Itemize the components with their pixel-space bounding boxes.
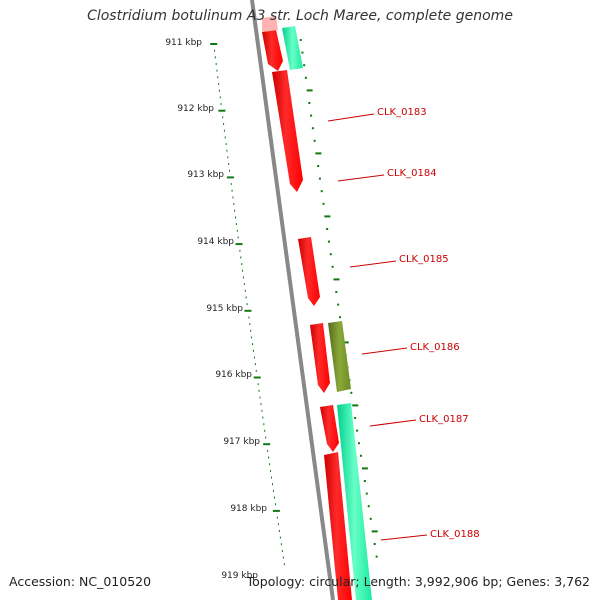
scale-label: 917 kbp <box>223 437 260 447</box>
accession-text: Accession: NC_010520 <box>9 574 152 589</box>
cds-feature[interactable] <box>310 323 330 393</box>
cds-feature[interactable] <box>272 70 303 192</box>
cds-feature[interactable] <box>298 237 320 306</box>
scale-label: 915 kbp <box>206 304 243 314</box>
gene-label-clk-0185[interactable]: CLK_0185 <box>399 254 449 265</box>
gene-feature[interactable] <box>328 321 351 392</box>
scale-ticks <box>210 43 285 566</box>
gene-feature[interactable] <box>337 403 372 600</box>
scale-label: 916 kbp <box>215 370 252 380</box>
cds-feature[interactable] <box>320 405 339 452</box>
gene-label-clk-0186[interactable]: CLK_0186 <box>410 342 460 353</box>
scale-label: 912 kbp <box>177 104 214 114</box>
gene-label-clk-0187[interactable]: CLK_0187 <box>419 414 469 425</box>
cds-feature[interactable] <box>324 452 352 600</box>
cds-feature-faded <box>262 16 278 32</box>
cds-features-reverse <box>262 30 352 600</box>
gene-labels: CLK_0183 CLK_0184 CLK_0185 CLK_0186 CLK_… <box>377 107 480 540</box>
gene-label-clk-0184[interactable]: CLK_0184 <box>387 168 437 179</box>
gene-feature[interactable] <box>282 26 303 70</box>
scale-label: 913 kbp <box>187 170 224 180</box>
gene-label-leaders <box>327 113 428 541</box>
gene-label-clk-0183[interactable]: CLK_0183 <box>377 107 427 118</box>
topology-summary: Topology: circular; Length: 3,992,906 bp… <box>246 574 590 589</box>
gene-label-clk-0188[interactable]: CLK_0188 <box>430 529 480 540</box>
scale-labels: 911 kbp 912 kbp 913 kbp 914 kbp 915 kbp … <box>165 38 267 581</box>
gene-features <box>282 26 372 600</box>
scale-label: 919 kbp <box>221 571 258 581</box>
scale-label: 914 kbp <box>197 237 234 247</box>
scale-label: 911 kbp <box>165 38 202 48</box>
map-title: Clostridium botulinum A3 str. Loch Maree… <box>87 8 513 24</box>
genome-backbone <box>250 0 335 601</box>
cds-feature[interactable] <box>262 30 283 71</box>
scale-label: 918 kbp <box>230 504 267 514</box>
